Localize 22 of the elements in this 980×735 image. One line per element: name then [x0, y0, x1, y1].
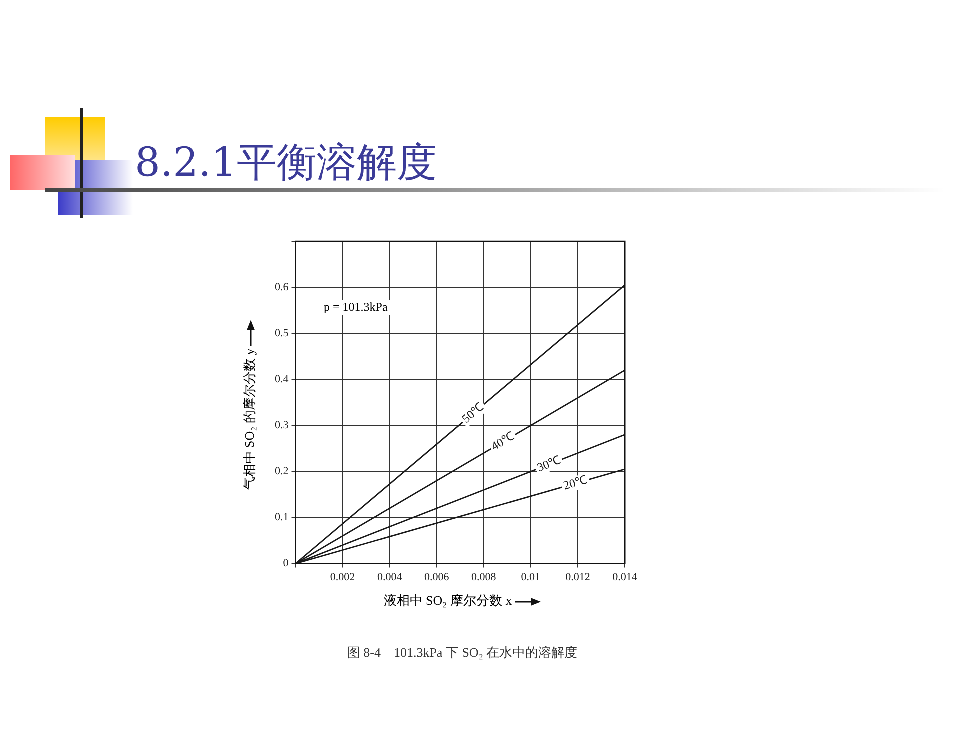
x-tick-label: 0.01 — [521, 571, 541, 584]
y-axis-title: 气相中 SO₂ 的摩尔分数 y — [241, 348, 258, 490]
y-tick-label: 0.4 — [275, 374, 290, 386]
x-tick-label: 0.012 — [566, 571, 590, 584]
y-tick-label: 0 — [283, 558, 290, 570]
x-tick-label: 0.002 — [330, 571, 356, 584]
x-tick-label: 0.014 — [612, 571, 638, 584]
x-axis-title: 液相中 SO₂ 摩尔分数 x — [382, 592, 514, 610]
x-tick-label: 0.008 — [472, 571, 497, 584]
x-tick-label: 0.006 — [424, 571, 450, 584]
annotation: p = 101.3kPa — [322, 300, 390, 315]
caption: 图 8-4 101.3kPa 下 SO₂ 在水中的溶解度 — [346, 644, 579, 662]
y-tick-label: 0.6 — [275, 282, 290, 294]
text: 40℃ — [488, 429, 517, 454]
x-tick-label: 0.004 — [377, 571, 403, 584]
y-tick-label: 0.5 — [275, 328, 290, 340]
y-tick-label: 0.2 — [275, 466, 289, 478]
y-tick-label: 0.3 — [275, 420, 290, 432]
text: 30℃ — [535, 452, 563, 475]
text: 20℃ — [562, 472, 589, 493]
chart-title: 8.2.1平衡溶解度 — [135, 139, 437, 188]
y-tick-label: 0.1 — [275, 512, 289, 524]
